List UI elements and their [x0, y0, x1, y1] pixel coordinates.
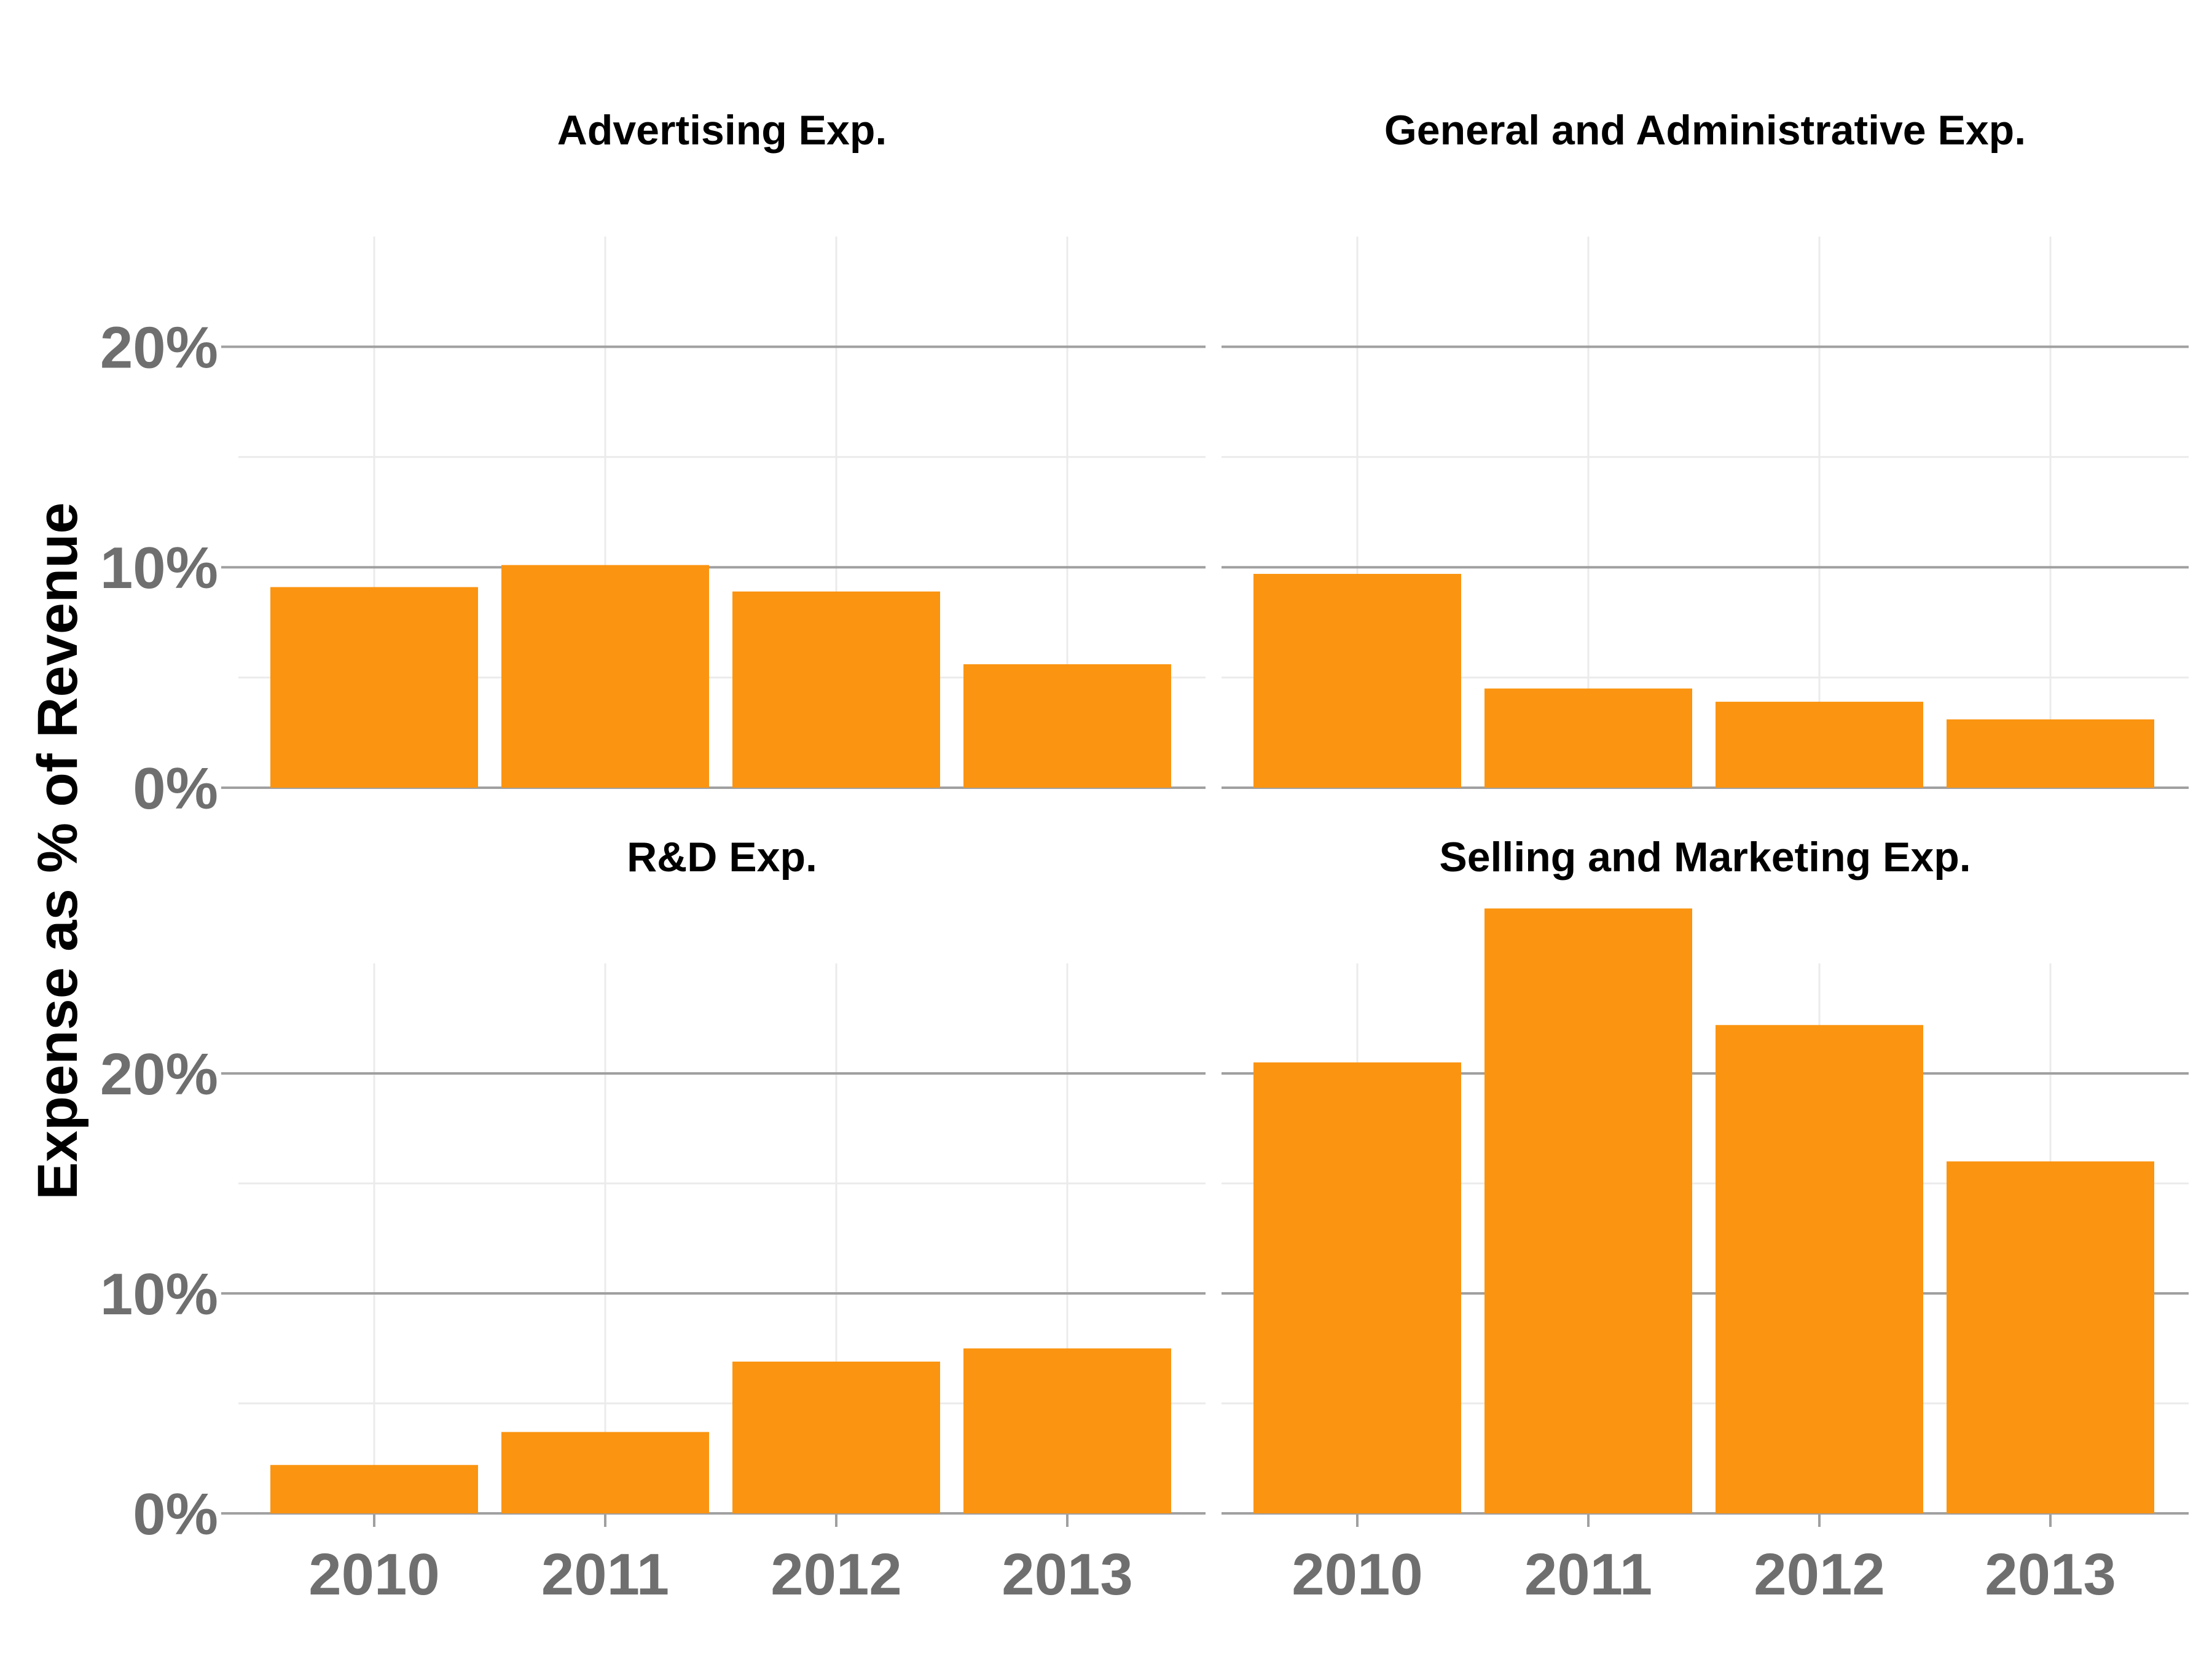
bar-2012 — [1716, 1025, 1923, 1513]
x-tick-label: 2012 — [1754, 1542, 1885, 1607]
y-tick-label: 10% — [100, 535, 218, 601]
x-tick-label: 2011 — [1524, 1542, 1652, 1607]
bar-2012 — [732, 591, 940, 788]
bar-2013 — [963, 1348, 1171, 1513]
y-axis-label: Expense as % of Revenue — [26, 502, 89, 1199]
x-tick-label: 2011 — [541, 1542, 669, 1607]
bar-2011 — [501, 565, 709, 788]
bar-2013 — [963, 664, 1171, 788]
bar-2013 — [1947, 1161, 2154, 1513]
bar-2011 — [501, 1432, 709, 1513]
y-tick-label: 20% — [100, 1041, 218, 1107]
panel-4: Selling and Marketing Exp. 2010 2011 2012 20… — [1222, 834, 2189, 1607]
bar-2013 — [1947, 719, 2154, 788]
panel-title: Advertising Exp. — [557, 107, 887, 154]
bar-2010 — [1253, 573, 1461, 788]
y-tick-label: 0% — [133, 1481, 218, 1547]
x-tick-label: 2013 — [1002, 1542, 1133, 1607]
panel-2: General and Administrative Exp. — [1222, 107, 2189, 789]
panel-3: R&D Exp. 0% 10% 20% 2010 2011 2012 2013 — [100, 834, 1206, 1607]
x-tick-label: 2010 — [308, 1542, 440, 1607]
bar-2010 — [270, 587, 478, 788]
panel-title: General and Administrative Exp. — [1384, 107, 2026, 154]
x-tick-label: 2010 — [1292, 1542, 1423, 1607]
y-tick-label: 0% — [133, 756, 218, 822]
panel-title: R&D Exp. — [627, 834, 817, 880]
y-tick-label: 20% — [100, 315, 218, 380]
bar-2011 — [1484, 688, 1692, 788]
x-tick-label: 2012 — [771, 1542, 902, 1607]
panel-title: Selling and Marketing Exp. — [1439, 834, 1971, 880]
bar-2010 — [270, 1465, 478, 1513]
bar-2012 — [1716, 702, 1923, 788]
bar-2012 — [732, 1361, 940, 1513]
panels-layer: Advertising Exp. 0% 10% 20% General and Admi… — [100, 107, 2189, 1607]
x-tick-label: 2013 — [1985, 1542, 2116, 1607]
bar-2011 — [1484, 908, 1692, 1513]
bar-2010 — [1253, 1062, 1461, 1513]
panel-1: Advertising Exp. 0% 10% 20% — [100, 107, 1206, 822]
y-tick-label: 10% — [100, 1261, 218, 1327]
